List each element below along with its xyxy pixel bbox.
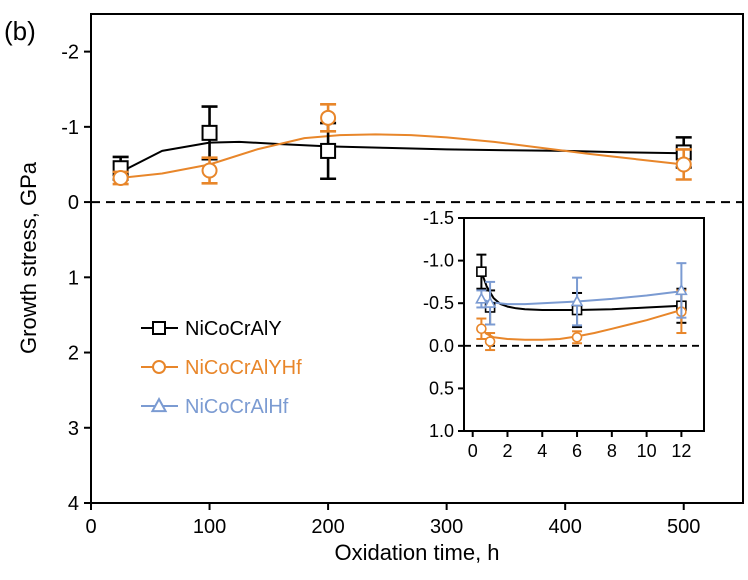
main-nicocraly-data-point xyxy=(201,124,218,141)
inset-plot-frame xyxy=(463,217,705,432)
inset-y-tick-label: -0.5 xyxy=(423,293,454,313)
inset-y-tick-label: -1.0 xyxy=(423,251,454,271)
inset-nicocralyhf-data-point xyxy=(484,336,496,347)
x-axis-title: Oxidation time, h xyxy=(334,540,499,565)
legend-label-nicocraly: NiCoCrAlY xyxy=(185,318,282,340)
inset-y-tick-label: 1.0 xyxy=(429,421,454,441)
main-y-tick-label: 4 xyxy=(68,493,79,515)
main-x-tick-label: 400 xyxy=(548,516,581,538)
inset-fit-curve-nicocraly xyxy=(480,271,682,311)
legend-square-marker xyxy=(152,321,166,335)
legend-entry-nicocraly: NiCoCrAlY xyxy=(141,318,282,340)
main-nicocralyhf-data-point xyxy=(320,109,337,126)
inset-y-tick-label: 0.5 xyxy=(429,378,454,398)
y-axis-title: Growth stress, GPa xyxy=(16,161,41,354)
main-nicocraly-data-point xyxy=(320,142,337,159)
main-x-tick-label: 0 xyxy=(85,516,96,538)
legend-triangle-shape xyxy=(150,397,168,413)
inset-y-tick-label: -1.5 xyxy=(423,208,454,228)
inset-fit-curve-nicocralhf xyxy=(481,290,682,306)
main-y-tick-label: 0 xyxy=(68,192,79,214)
inset-nicocralhf-data-point xyxy=(570,294,584,307)
main-x-tick-label: 200 xyxy=(311,516,344,538)
legend-circle-marker xyxy=(152,360,166,374)
inset-nicocralhf-data-point xyxy=(675,283,688,296)
inset-y-tick-label: 0.0 xyxy=(429,336,454,356)
legend-label-nicocralyhf: NiCoCrAlYHf xyxy=(185,357,302,379)
main-x-tick-label: 300 xyxy=(430,516,463,538)
inset-nicocralhf-data-point xyxy=(475,292,488,304)
legend-circle-shape xyxy=(152,360,166,374)
inset-nicocralyhf-data-point xyxy=(476,323,487,335)
panel-label: (b) xyxy=(4,16,36,46)
inset-x-tick-label: 6 xyxy=(572,441,582,461)
inset-x-tick-label: 4 xyxy=(537,441,547,461)
main-x-tick-label: 500 xyxy=(667,516,700,538)
legend-triangle-marker xyxy=(150,397,168,413)
inset-nicocralyhf-data-point xyxy=(571,331,583,343)
main-y-tick-label: 3 xyxy=(68,418,79,440)
inset-x-tick-label: 10 xyxy=(637,441,657,461)
legend-entry-nicocralyhf: NiCoCrAlYHf xyxy=(141,357,302,379)
legend-entry-nicocralhf: NiCoCrAlHf xyxy=(141,396,289,418)
inset-x-tick-label: 8 xyxy=(607,441,617,461)
main-fit-curve-nicocralyhf xyxy=(120,133,684,179)
inset-nicocralhf-data-point xyxy=(483,296,497,308)
inset-x-tick-label: 2 xyxy=(502,441,512,461)
main-nicocralyhf-data-point xyxy=(201,162,218,179)
inset-x-tick-label: 0 xyxy=(468,441,478,461)
main-y-tick-label: -1 xyxy=(61,117,79,139)
main-plot-frame xyxy=(90,13,744,504)
inset-fit-curve-nicocralyhf xyxy=(480,309,682,341)
inset-x-tick-label: 12 xyxy=(671,441,691,461)
inset-chart: 0 2 4 6 8 10 12 -1.5 -1.0 -0.5 0.0 0.5 1.0 xyxy=(423,208,705,461)
inset-plot-background xyxy=(464,218,704,431)
main-y-tick-label: 2 xyxy=(68,343,79,365)
legend: NiCoCrAlY NiCoCrAlYHf NiCoCrAlHf xyxy=(141,318,302,418)
main-nicocralyhf-data-point xyxy=(112,170,129,187)
main-y-tick-label: -2 xyxy=(61,42,79,64)
inset-nicocraly-data-point xyxy=(476,266,487,277)
legend-square-shape xyxy=(152,321,166,335)
main-y-tick-label: 1 xyxy=(68,267,79,289)
legend-label-nicocralhf: NiCoCrAlHf xyxy=(185,396,289,418)
main-x-tick-label: 100 xyxy=(193,516,226,538)
main-nicocralyhf-data-point xyxy=(675,156,692,173)
